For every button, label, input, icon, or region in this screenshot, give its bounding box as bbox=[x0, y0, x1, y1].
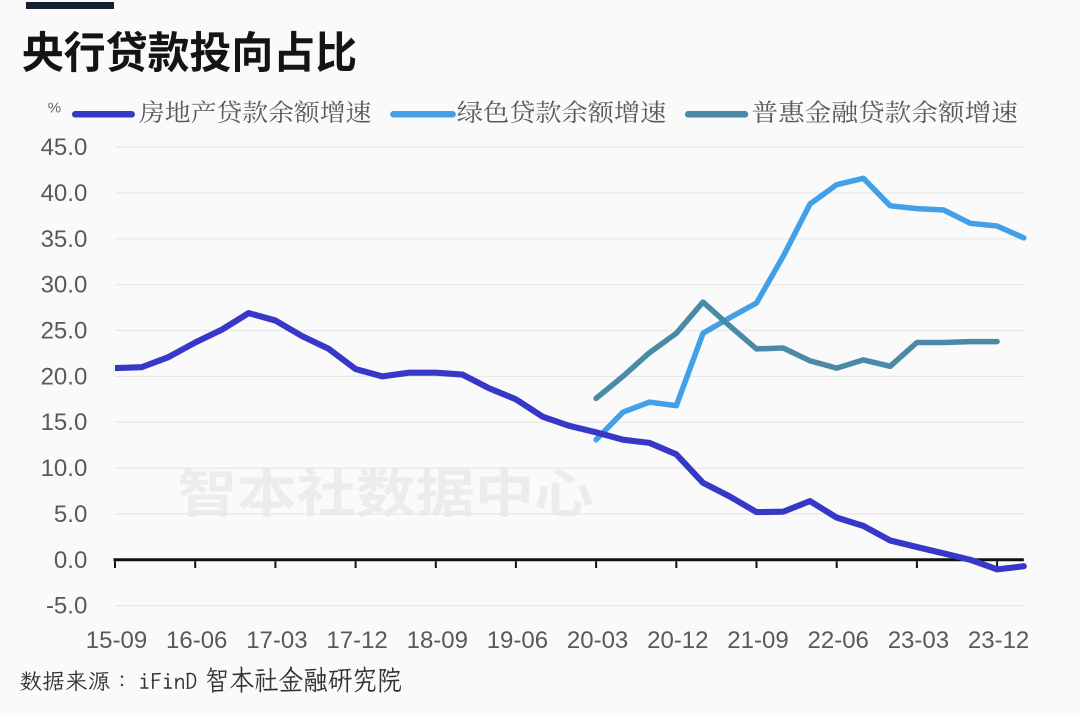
svg-text:%: % bbox=[48, 100, 61, 117]
svg-text:10.0: 10.0 bbox=[41, 455, 88, 482]
svg-text:16-06: 16-06 bbox=[166, 627, 227, 654]
svg-text:15.0: 15.0 bbox=[41, 409, 88, 436]
svg-text:17-03: 17-03 bbox=[246, 627, 307, 654]
svg-text:-5.0: -5.0 bbox=[46, 593, 87, 620]
svg-text:0.0: 0.0 bbox=[54, 547, 87, 574]
svg-text:22-06: 22-06 bbox=[808, 627, 869, 654]
svg-text:23-03: 23-03 bbox=[888, 627, 949, 654]
svg-text:20-12: 20-12 bbox=[647, 627, 708, 654]
svg-text:21-09: 21-09 bbox=[727, 627, 788, 654]
svg-text:23-12: 23-12 bbox=[968, 627, 1029, 654]
svg-text:25.0: 25.0 bbox=[41, 318, 88, 345]
svg-text:35.0: 35.0 bbox=[41, 226, 88, 253]
svg-text:17-12: 17-12 bbox=[326, 627, 387, 654]
svg-text:20-03: 20-03 bbox=[567, 627, 628, 654]
svg-text:45.0: 45.0 bbox=[41, 134, 88, 161]
svg-text:20.0: 20.0 bbox=[41, 363, 88, 390]
svg-text:18-09: 18-09 bbox=[407, 627, 468, 654]
svg-text:19-06: 19-06 bbox=[487, 627, 548, 654]
svg-text:40.0: 40.0 bbox=[41, 180, 88, 207]
svg-text:15-09: 15-09 bbox=[86, 627, 147, 654]
svg-text:30.0: 30.0 bbox=[41, 272, 88, 299]
svg-text:5.0: 5.0 bbox=[54, 501, 87, 528]
